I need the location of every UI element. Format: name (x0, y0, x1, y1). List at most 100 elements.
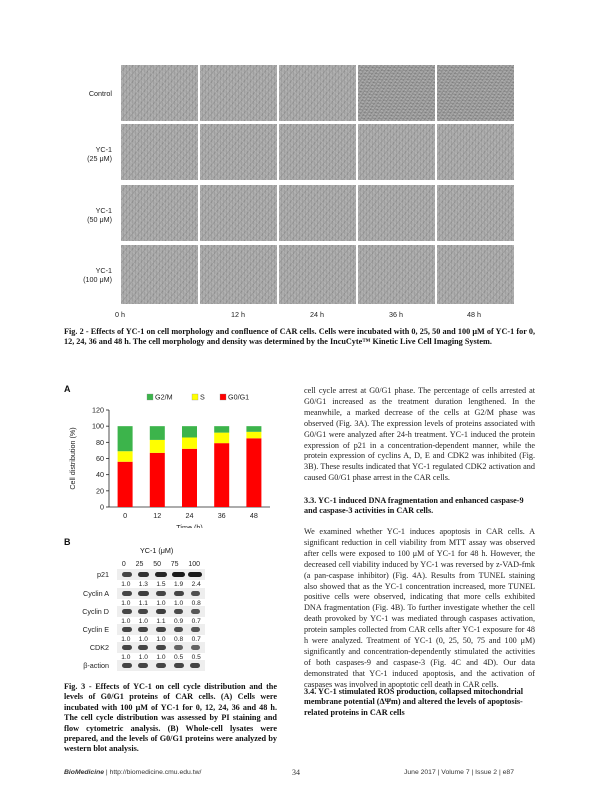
bar-segment (117, 451, 133, 462)
wb-quant-value: 1.0 (138, 654, 148, 661)
wb-band (190, 627, 200, 632)
wb-band (137, 572, 149, 577)
wb-quant-value: 1.0 (121, 618, 131, 625)
wb-strip (117, 588, 205, 599)
y-tick-label: 120 (92, 406, 104, 415)
fig2-time-label: 36 h (389, 310, 403, 319)
micrograph-texture (358, 124, 435, 180)
wb-quant-value: 0.8 (173, 636, 184, 643)
wb-quant-value: 1.0 (138, 636, 148, 643)
micrograph (279, 245, 356, 304)
wb-band (121, 645, 132, 650)
wb-strip (117, 660, 205, 671)
micrograph-texture (437, 65, 514, 121)
journal-url[interactable]: | http://biomedicine.cmu.edu.tw/ (104, 769, 202, 776)
micrograph-texture (200, 185, 277, 241)
journal-name: BioMedicine (64, 769, 105, 776)
wb-quant-value: 0.7 (191, 618, 201, 625)
micrograph (121, 185, 198, 241)
wb-quant-value: 1.3 (138, 581, 148, 588)
bar-segment (182, 437, 197, 449)
wb-title: YC-1 (μM) (140, 546, 174, 555)
micrograph (200, 185, 277, 241)
wb-quant-value: 1.1 (138, 600, 148, 607)
micrograph (437, 65, 514, 121)
wb-quant-value: 0.8 (191, 600, 201, 607)
wb-band (156, 645, 166, 650)
wb-row-label: Cyclin A (83, 589, 109, 598)
micrograph (121, 65, 198, 121)
section-heading: 3.3. YC-1 induced DNA fragmentation and … (304, 496, 524, 516)
micrograph (437, 124, 514, 180)
micrograph-texture (358, 245, 435, 304)
cell-cycle-chart: 0 20 40 60 80 100 120 Cell distribution (%) 0 12 2… (68, 393, 270, 528)
wb-band (156, 591, 166, 596)
y-tick-label: 80 (96, 438, 104, 447)
wb-quant-value: 0.5 (173, 654, 184, 661)
micrograph (121, 124, 198, 180)
wb-strip (117, 606, 205, 617)
bar-segment (117, 426, 133, 452)
x-axis-label: Time (h) (176, 523, 203, 528)
micrograph-texture (437, 185, 514, 241)
wb-band (191, 645, 200, 650)
x-tick-label: 24 (186, 511, 194, 520)
x-tick-label: 48 (250, 511, 258, 520)
wb-band (121, 663, 132, 668)
wb-quant-value: 1.5 (156, 581, 166, 588)
micrograph-texture (121, 245, 198, 304)
wb-band (138, 591, 149, 596)
bar-segment (149, 452, 165, 507)
bar-segment (117, 461, 133, 507)
wb-band (155, 572, 167, 577)
fig2-row-label: Control (88, 89, 112, 98)
wb-band (190, 663, 201, 668)
wb-band (172, 572, 185, 577)
legend-swatch (146, 393, 154, 401)
y-axis-label: Cell distribution (%) (68, 427, 77, 489)
wb-band (138, 645, 149, 650)
wb-band (173, 609, 184, 614)
micrograph (200, 65, 277, 121)
wb-row-label: CDK2 (89, 643, 109, 652)
wb-quant-value: 1.0 (156, 654, 166, 661)
y-tick-label: 0 (100, 503, 104, 512)
micrograph-texture (437, 124, 514, 180)
wb-quant-value: 0.5 (191, 654, 201, 661)
wb-concentration: 0 (121, 561, 126, 568)
wb-row-label: Cyclin E (82, 625, 109, 634)
wb-band (173, 663, 184, 668)
y-tick-label: 100 (92, 422, 104, 431)
fig3-caption-text: Fig. 3 - Effects of YC-1 on cell cycle d… (64, 682, 277, 754)
x-tick-label: 0 (123, 511, 127, 520)
wb-band (121, 609, 132, 614)
micrograph-texture (200, 65, 277, 121)
wb-quant-value: 1.0 (121, 581, 131, 588)
wb-row-label: β-action (83, 661, 109, 670)
wb-strip (117, 624, 205, 635)
micrograph-texture (358, 65, 435, 121)
micrograph (358, 245, 435, 304)
bar-segment (182, 448, 197, 507)
wb-quant-value: 1.0 (121, 654, 131, 661)
legend-swatch (191, 393, 199, 401)
legend-swatch (219, 393, 227, 401)
micrograph-texture (121, 185, 198, 241)
wb-band (174, 645, 183, 650)
x-tick-label: 12 (153, 511, 161, 520)
wb-quant-values: 1.0 1.1 1.0 1.0 0.8 (117, 600, 205, 607)
page-number: 34 (292, 768, 300, 777)
wb-band (121, 572, 132, 577)
wb-quant-value: 1.1 (156, 618, 166, 625)
fig3-caption: Fig. 3 - Effects of YC-1 on cell cycle d… (64, 682, 277, 755)
wb-quant-value: 1.0 (173, 600, 184, 607)
micrograph (437, 245, 514, 304)
panel-a-letter: A (64, 384, 71, 394)
wb-concentration: 50 (153, 561, 161, 568)
micrograph (279, 65, 356, 121)
y-tick-label: 60 (96, 454, 104, 463)
wb-band (138, 627, 149, 632)
wb-quant-values: 1.0 1.3 1.5 1.9 2.4 (117, 581, 205, 588)
wb-strip (117, 642, 205, 653)
wb-quant-value: 2.4 (191, 581, 201, 588)
